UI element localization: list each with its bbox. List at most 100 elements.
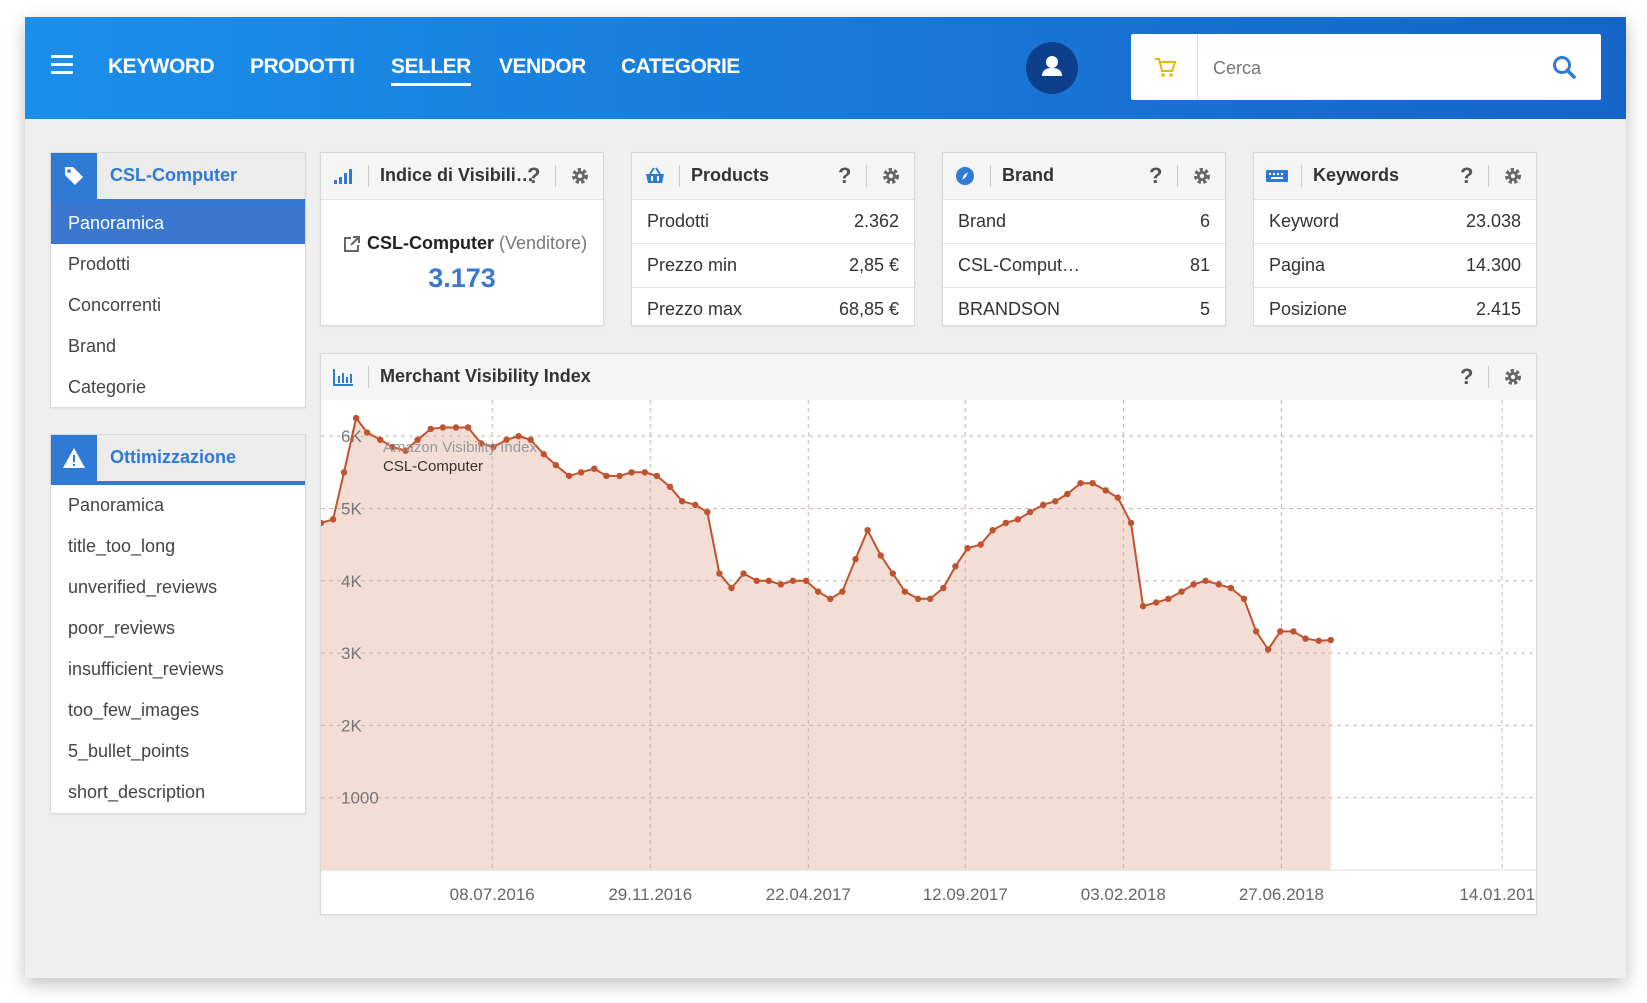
y-tick-label: 3K: [341, 644, 362, 663]
data-point: [1240, 595, 1248, 603]
data-point: [926, 595, 934, 603]
tag-icon: [65, 167, 83, 185]
table-row[interactable]: BRANDSON 5: [958, 299, 1210, 319]
search-icon[interactable]: [1551, 54, 1577, 80]
data-point: [678, 498, 686, 505]
data-point: [1114, 494, 1122, 501]
external-link-icon[interactable]: [342, 234, 362, 254]
data-point: [1290, 628, 1297, 635]
y-tick-label: 4K: [341, 572, 362, 591]
sidebar-item-categorie[interactable]: Categorie: [68, 377, 147, 397]
x-tick-label: 12.09.2017: [923, 885, 1008, 904]
search-box: [1131, 34, 1601, 100]
brand-card-title: Brand: [1002, 165, 1055, 185]
visibility-value: 3.173: [428, 263, 496, 293]
help-icon[interactable]: ?: [1460, 163, 1474, 188]
keyboard-icon: [1266, 170, 1288, 182]
nav-seller[interactable]: SELLER: [391, 55, 471, 86]
nav-keyword[interactable]: KEYWORD: [108, 55, 215, 78]
x-axis-band: [321, 870, 1536, 914]
data-point: [740, 570, 747, 577]
brand-card: Brand ? Brand 6 CSL-Comput… 81 BRANDSON 5: [942, 152, 1226, 326]
data-point: [1077, 479, 1084, 487]
series-area: [321, 418, 1331, 870]
data-point: [329, 516, 337, 523]
data-point: [414, 436, 421, 443]
chart-area[interactable]: 1000 2K 3K 4K 5K 6K 08.07.2016 29.11.2016 22.04.…: [321, 400, 1536, 914]
data-point: [666, 483, 674, 490]
gear-icon[interactable]: [881, 166, 901, 186]
menu-icon[interactable]: [51, 55, 73, 74]
sidebar-item-short-description[interactable]: short_description: [68, 782, 206, 802]
data-point: [940, 584, 947, 592]
table-row[interactable]: CSL-Comput… 81: [943, 244, 1225, 288]
optimization-sidebar: Ottimizzazione Panoramica title_too_long…: [50, 434, 306, 814]
help-icon[interactable]: ?: [527, 163, 541, 188]
data-point: [753, 577, 760, 584]
products-card-title: Products: [691, 165, 770, 185]
seller-label[interactable]: CSL-Computer (Venditore): [367, 233, 587, 254]
products-card: Products ? Prodotti 2.362 Prezzo min 2,85 …: [631, 152, 915, 326]
x-tick-label: 27.06.2018: [1239, 885, 1324, 904]
chart-panel-title: Merchant Visibility Index: [380, 366, 591, 386]
data-point: [1002, 519, 1010, 527]
seller-link-name[interactable]: CSL-Computer: [367, 233, 494, 253]
user-button[interactable]: [1026, 42, 1078, 94]
data-point: [952, 563, 959, 570]
sidebar-item-panoramica[interactable]: Panoramica: [51, 203, 305, 244]
series-line: [321, 415, 1331, 652]
data-point: [802, 577, 810, 584]
sidebar-item-prodotti[interactable]: Prodotti: [68, 254, 131, 274]
data-point: [1039, 501, 1047, 509]
data-point: [628, 469, 635, 476]
data-point: [478, 440, 485, 447]
data-point: [527, 436, 534, 443]
data-point: [1139, 602, 1147, 610]
gear-icon[interactable]: [1192, 166, 1212, 186]
data-point: [1014, 516, 1022, 523]
nav-prodotti[interactable]: PRODOTTI: [250, 55, 355, 78]
help-icon[interactable]: ?: [1460, 364, 1474, 389]
sidebar-item-too-few-images[interactable]: too_few_images: [68, 700, 200, 720]
table-row: Brand 6: [943, 200, 1225, 244]
data-point: [1190, 581, 1197, 588]
nav-vendor[interactable]: VENDOR: [499, 55, 586, 78]
keywords-card: Keywords ? Keyword 23.038 Pagina 14.300 Po…: [1253, 152, 1537, 326]
data-point: [777, 581, 785, 588]
legend-series-name: CSL-Computer: [383, 458, 483, 475]
data-point: [789, 577, 797, 584]
search-input[interactable]: [1211, 52, 1535, 84]
data-point: [1315, 637, 1322, 644]
table-row: Posizione 2.415: [1269, 299, 1521, 319]
data-point: [827, 595, 834, 603]
sidebar-item-concorrenti[interactable]: Concorrenti: [68, 295, 162, 315]
sidebar-item-5-bullet-points[interactable]: 5_bullet_points: [68, 741, 190, 761]
data-point: [565, 472, 573, 480]
keywords-card-header: Keywords ?: [1254, 153, 1536, 200]
help-icon[interactable]: ?: [838, 163, 852, 188]
sidebar-item-insufficient-reviews[interactable]: insufficient_reviews: [68, 659, 224, 679]
app-window: KEYWORD PRODOTTI SELLER VENDOR CATEGORIE: [25, 17, 1626, 978]
nav-categorie[interactable]: CATEGORIE: [621, 55, 740, 78]
gear-icon[interactable]: [1503, 166, 1523, 186]
seller-sidebar: CSL-Computer Panoramica Prodotti Concorr…: [50, 152, 306, 408]
gear-icon[interactable]: [1503, 367, 1523, 387]
chart-panel-header: Merchant Visibility Index ?: [321, 354, 1536, 401]
gear-icon[interactable]: [570, 166, 590, 186]
sidebar-item-unverified-reviews[interactable]: unverified_reviews: [68, 577, 218, 597]
help-icon[interactable]: ?: [1149, 163, 1163, 188]
sidebar-item-brand[interactable]: Brand: [68, 336, 117, 356]
cart-button[interactable]: [1131, 34, 1198, 100]
data-point: [692, 501, 699, 509]
sidebar-item-opt-panoramica[interactable]: Panoramica: [68, 495, 165, 515]
x-tick-label: 08.07.2016: [450, 885, 535, 904]
sidebar-item-title-too-long[interactable]: title_too_long: [68, 536, 176, 556]
data-point: [889, 570, 897, 577]
data-point: [1327, 636, 1334, 644]
merchant-visibility-panel: Merchant Visibility Index ? 1000 2K 3K 4K 5K…: [320, 353, 1537, 915]
x-tick-label: 29.11.2016: [608, 885, 692, 904]
data-point: [765, 577, 773, 584]
sidebar-item-poor-reviews[interactable]: poor_reviews: [68, 618, 176, 638]
data-point: [439, 424, 447, 431]
